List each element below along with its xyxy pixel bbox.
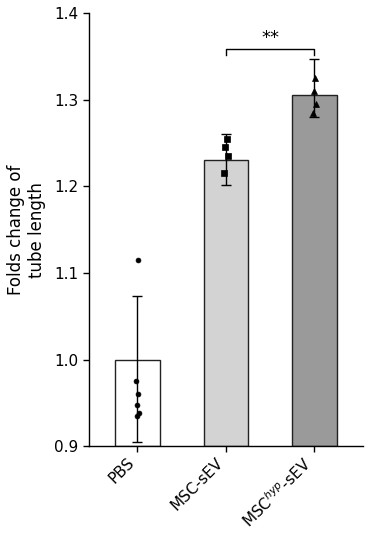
Bar — [292, 95, 336, 447]
Text: **: ** — [261, 29, 279, 47]
Bar — [115, 359, 159, 447]
Y-axis label: Folds change of
tube length: Folds change of tube length — [7, 165, 46, 295]
Bar — [204, 160, 248, 447]
